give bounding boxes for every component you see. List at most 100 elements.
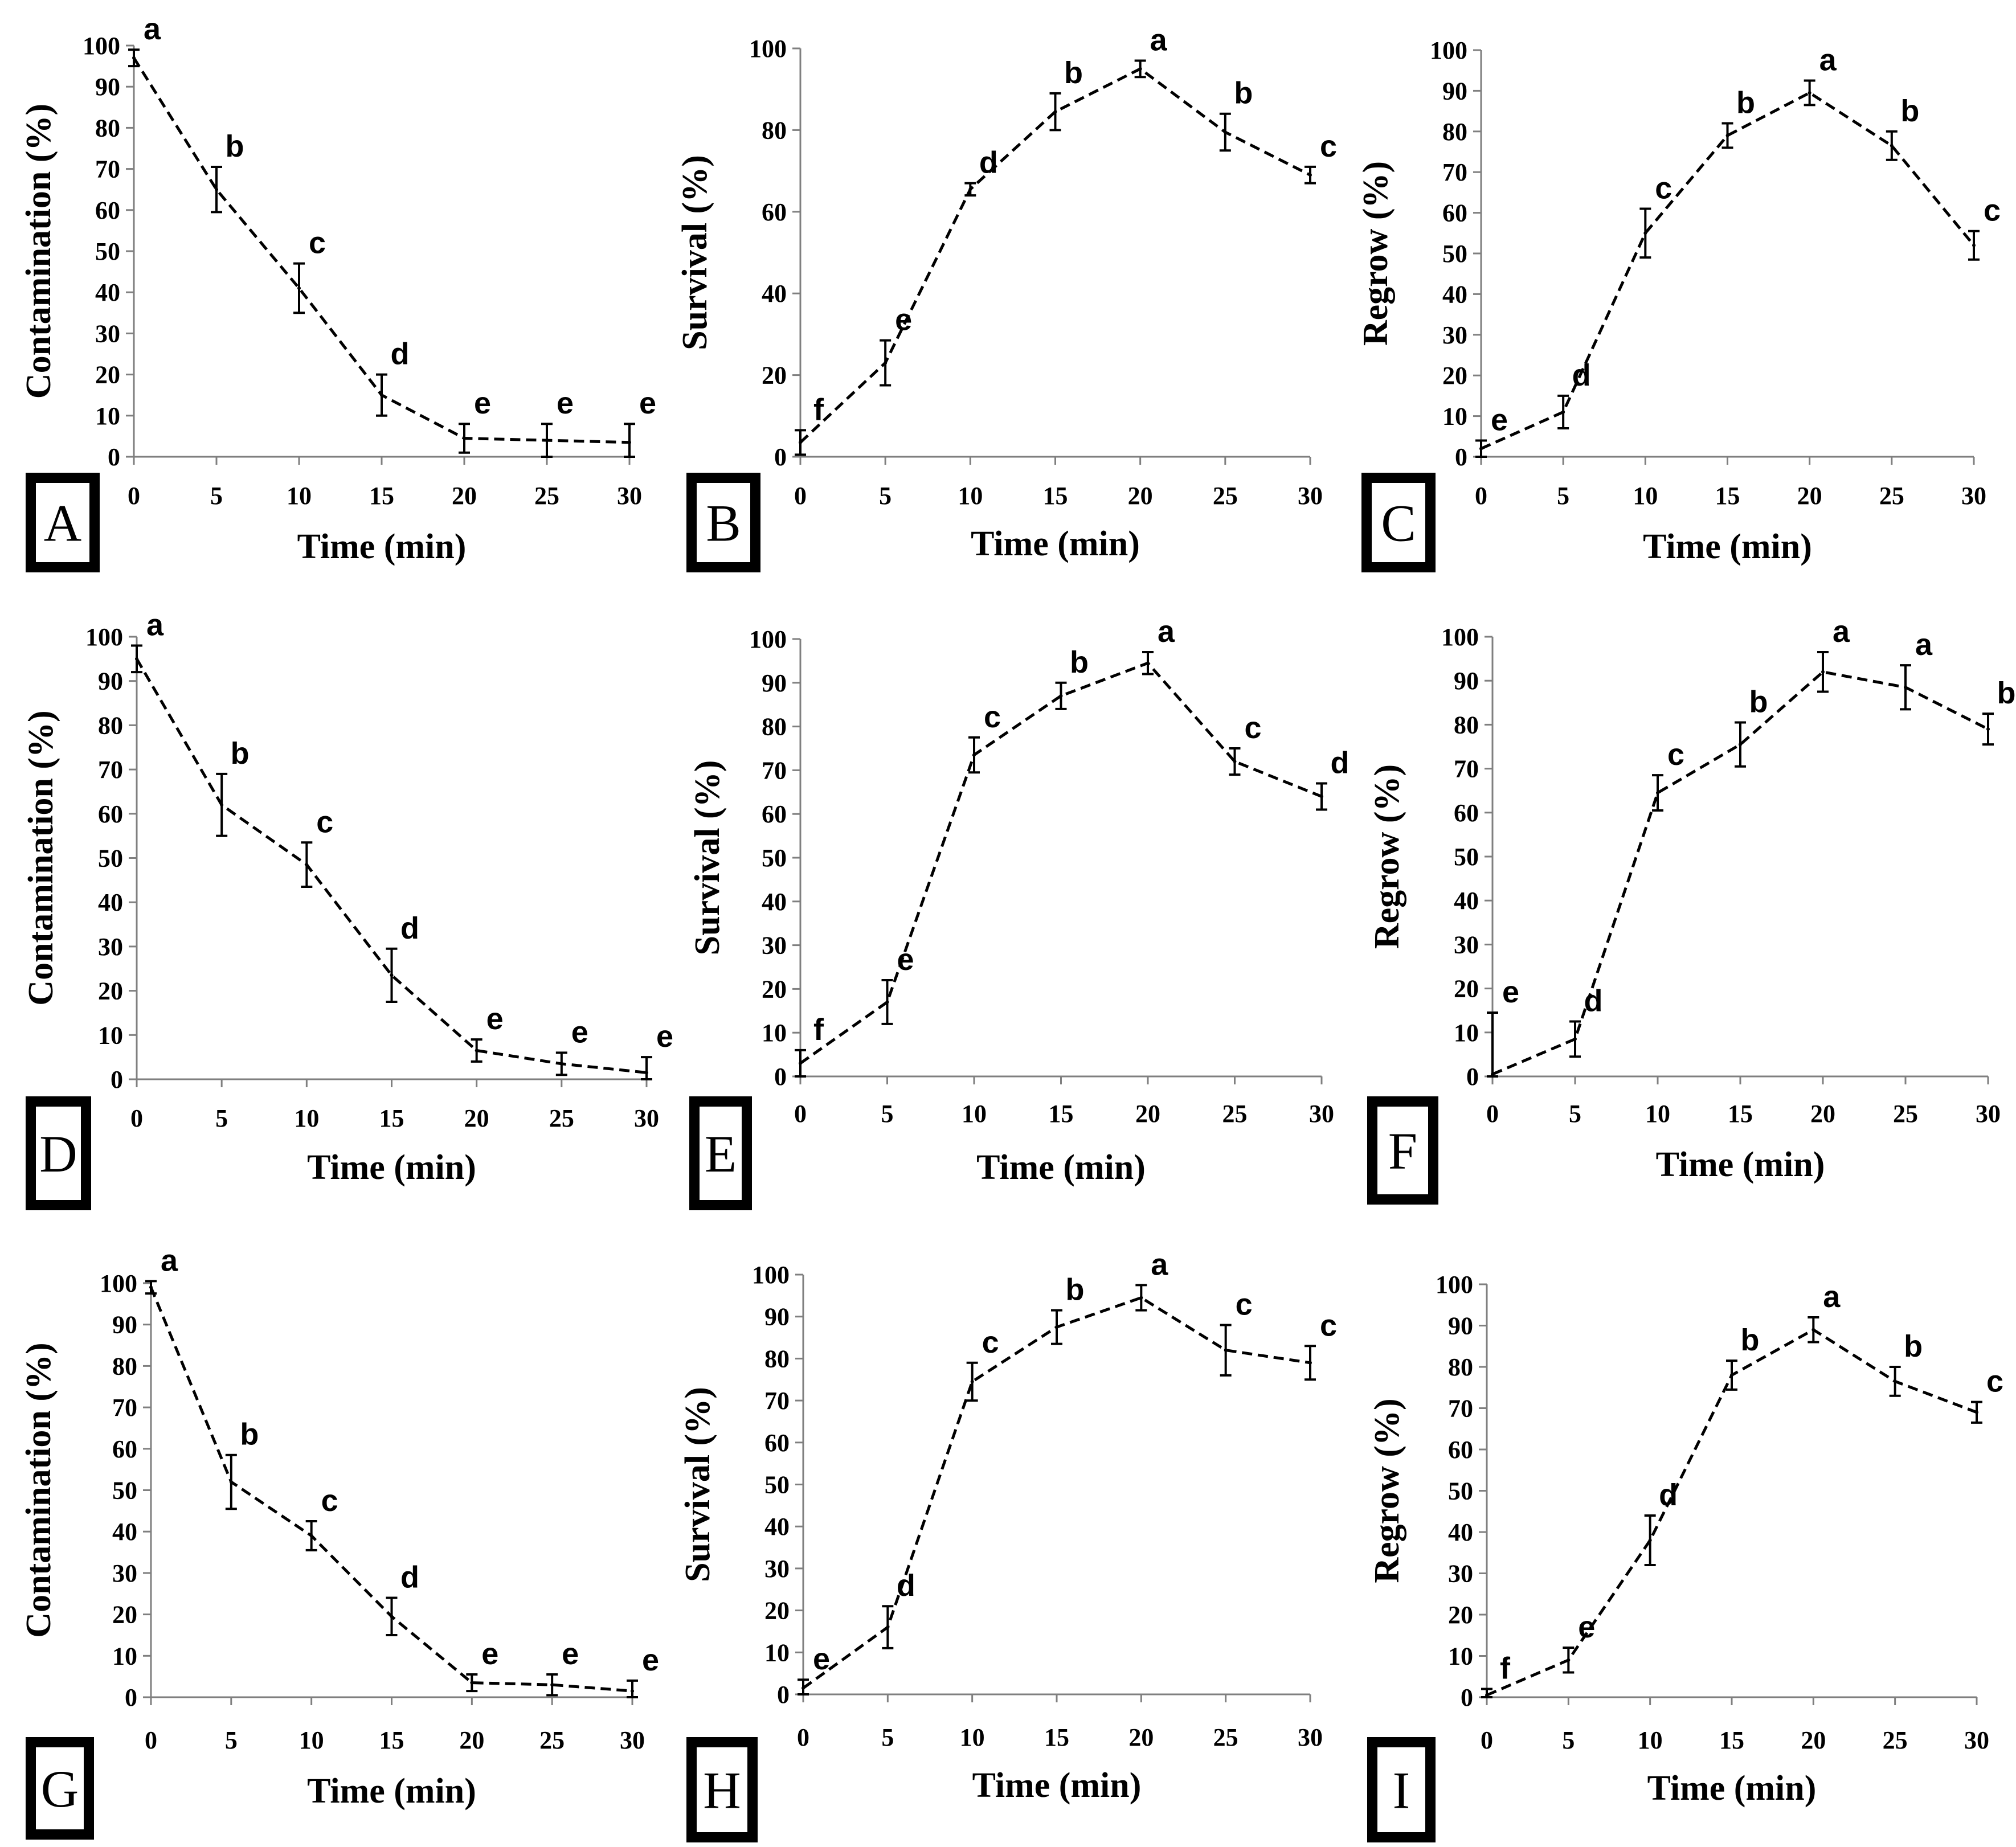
y-tick-label: 70 bbox=[112, 1394, 137, 1422]
data-point bbox=[1567, 1658, 1571, 1662]
y-tick-label: 20 bbox=[762, 975, 787, 1003]
y-tick-label: 100 bbox=[100, 1269, 137, 1297]
data-point bbox=[149, 1285, 153, 1289]
y-tick-label: 90 bbox=[95, 73, 120, 101]
y-tick-label: 90 bbox=[112, 1311, 137, 1339]
y-tick-label: 60 bbox=[1442, 199, 1467, 227]
significance-letter: a bbox=[1158, 615, 1175, 649]
significance-letter: e bbox=[656, 1019, 673, 1054]
significance-letter: b bbox=[1736, 86, 1755, 120]
significance-letter: e bbox=[639, 386, 656, 420]
panel-i: 0 10 20 30 40 50 60 70 80 90 100 0 5 10 15 20 25 30 Time (… bbox=[1367, 1271, 2003, 1842]
data-point bbox=[1485, 1693, 1489, 1697]
data-point bbox=[305, 863, 309, 867]
y-axis-title: Contamination (%) bbox=[22, 710, 60, 1005]
x-tick-label: 10 bbox=[1645, 1100, 1670, 1128]
data-point bbox=[380, 393, 383, 397]
y-tick-label: 30 bbox=[112, 1559, 137, 1587]
y-tick-label: 80 bbox=[1454, 711, 1479, 739]
panel-e: 0 10 20 30 40 50 60 70 80 90 100 0 5 10 15 20 25 30 Time (… bbox=[688, 615, 1350, 1210]
data-point bbox=[1725, 133, 1729, 137]
y-tick-label: 80 bbox=[1442, 118, 1467, 146]
data-point bbox=[628, 440, 631, 444]
significance-letter: b bbox=[1749, 685, 1768, 719]
y-tick-label: 70 bbox=[764, 1387, 790, 1415]
y-tick-label: 0 bbox=[125, 1684, 137, 1711]
significance-letter: b bbox=[1234, 76, 1253, 110]
x-axis-title: Time (min) bbox=[972, 1766, 1142, 1805]
x-tick-label: 30 bbox=[1976, 1100, 2001, 1128]
significance-letter: d bbox=[979, 146, 998, 180]
significance-letter: b bbox=[231, 736, 250, 771]
x-tick-label: 5 bbox=[1562, 1726, 1575, 1754]
y-tick-label: 40 bbox=[762, 888, 787, 916]
y-tick-label: 80 bbox=[1448, 1353, 1473, 1381]
data-point bbox=[1059, 694, 1063, 698]
y-tick-label: 40 bbox=[764, 1513, 790, 1541]
x-tick-label: 20 bbox=[1801, 1726, 1826, 1754]
significance-letter: d bbox=[391, 337, 410, 371]
significance-letter: f bbox=[1500, 1652, 1511, 1686]
y-tick-label: 0 bbox=[1461, 1684, 1473, 1711]
y-tick-label: 10 bbox=[1442, 403, 1467, 431]
x-tick-label: 20 bbox=[464, 1104, 489, 1132]
significance-letter: c bbox=[309, 226, 326, 260]
significance-letter: e bbox=[1491, 403, 1508, 437]
x-tick-label: 25 bbox=[534, 482, 559, 510]
y-tick-label: 20 bbox=[1454, 975, 1479, 1003]
y-tick-label: 100 bbox=[85, 623, 123, 651]
y-tick-label: 70 bbox=[1442, 158, 1467, 186]
x-tick-label: 10 bbox=[294, 1104, 319, 1132]
x-tick-label: 30 bbox=[1964, 1726, 1989, 1754]
x-tick-label: 0 bbox=[1475, 482, 1487, 510]
y-axis-title: Survival (%) bbox=[676, 155, 714, 350]
y-tick-label: 50 bbox=[762, 844, 787, 872]
significance-letter: c bbox=[984, 700, 1001, 734]
x-tick-label: 0 bbox=[1486, 1100, 1499, 1128]
x-tick-label: 15 bbox=[1049, 1100, 1074, 1128]
data-point bbox=[1643, 231, 1647, 235]
y-tick-label: 40 bbox=[112, 1518, 137, 1546]
y-tick-label: 90 bbox=[1448, 1312, 1473, 1340]
data-point bbox=[1573, 1037, 1577, 1041]
significance-letter: e bbox=[571, 1015, 588, 1049]
data-point bbox=[1986, 727, 1990, 731]
y-tick-label: 10 bbox=[764, 1639, 790, 1666]
data-point bbox=[1053, 110, 1057, 114]
x-tick-label: 5 bbox=[1569, 1100, 1581, 1128]
significance-letter: d bbox=[1572, 358, 1591, 392]
data-point bbox=[390, 1615, 394, 1619]
data-point bbox=[1308, 173, 1312, 177]
data-point bbox=[132, 56, 136, 60]
panel-label: B bbox=[706, 494, 741, 552]
panel-h: 0 10 20 30 40 50 60 70 80 90 100 0 5 10 15 20 25 30 Time (… bbox=[678, 1247, 1337, 1842]
data-point bbox=[799, 1061, 802, 1065]
y-tick-label: 20 bbox=[112, 1601, 137, 1629]
x-tick-label: 5 bbox=[879, 482, 892, 510]
y-tick-label: 80 bbox=[762, 713, 787, 741]
significance-letter: b bbox=[240, 1418, 259, 1452]
data-point bbox=[1138, 67, 1142, 71]
panel-label: D bbox=[39, 1125, 77, 1183]
x-axis-title: Time (min) bbox=[297, 527, 467, 566]
significance-letter: a bbox=[1915, 628, 1933, 662]
significance-letter: c bbox=[1320, 1308, 1337, 1342]
significance-letter: e bbox=[562, 1637, 579, 1671]
x-tick-label: 30 bbox=[1298, 482, 1323, 510]
significance-letter: e bbox=[895, 303, 912, 337]
y-tick-label: 60 bbox=[95, 196, 120, 224]
error-bar bbox=[1487, 1011, 1498, 1078]
x-tick-label: 15 bbox=[1043, 482, 1068, 510]
x-axis-title: Time (min) bbox=[971, 525, 1140, 563]
significance-letter: c bbox=[1320, 129, 1337, 163]
data-point bbox=[390, 973, 394, 977]
y-tick-label: 10 bbox=[98, 1021, 123, 1049]
y-tick-label: 30 bbox=[1448, 1560, 1473, 1588]
y-tick-label: 90 bbox=[1454, 667, 1479, 695]
data-point bbox=[799, 440, 802, 444]
significance-letter: a bbox=[1823, 1280, 1841, 1314]
data-point bbox=[1890, 144, 1894, 148]
panel-label-box bbox=[26, 1096, 91, 1210]
error-bar bbox=[624, 423, 635, 458]
data-point bbox=[885, 1000, 889, 1004]
